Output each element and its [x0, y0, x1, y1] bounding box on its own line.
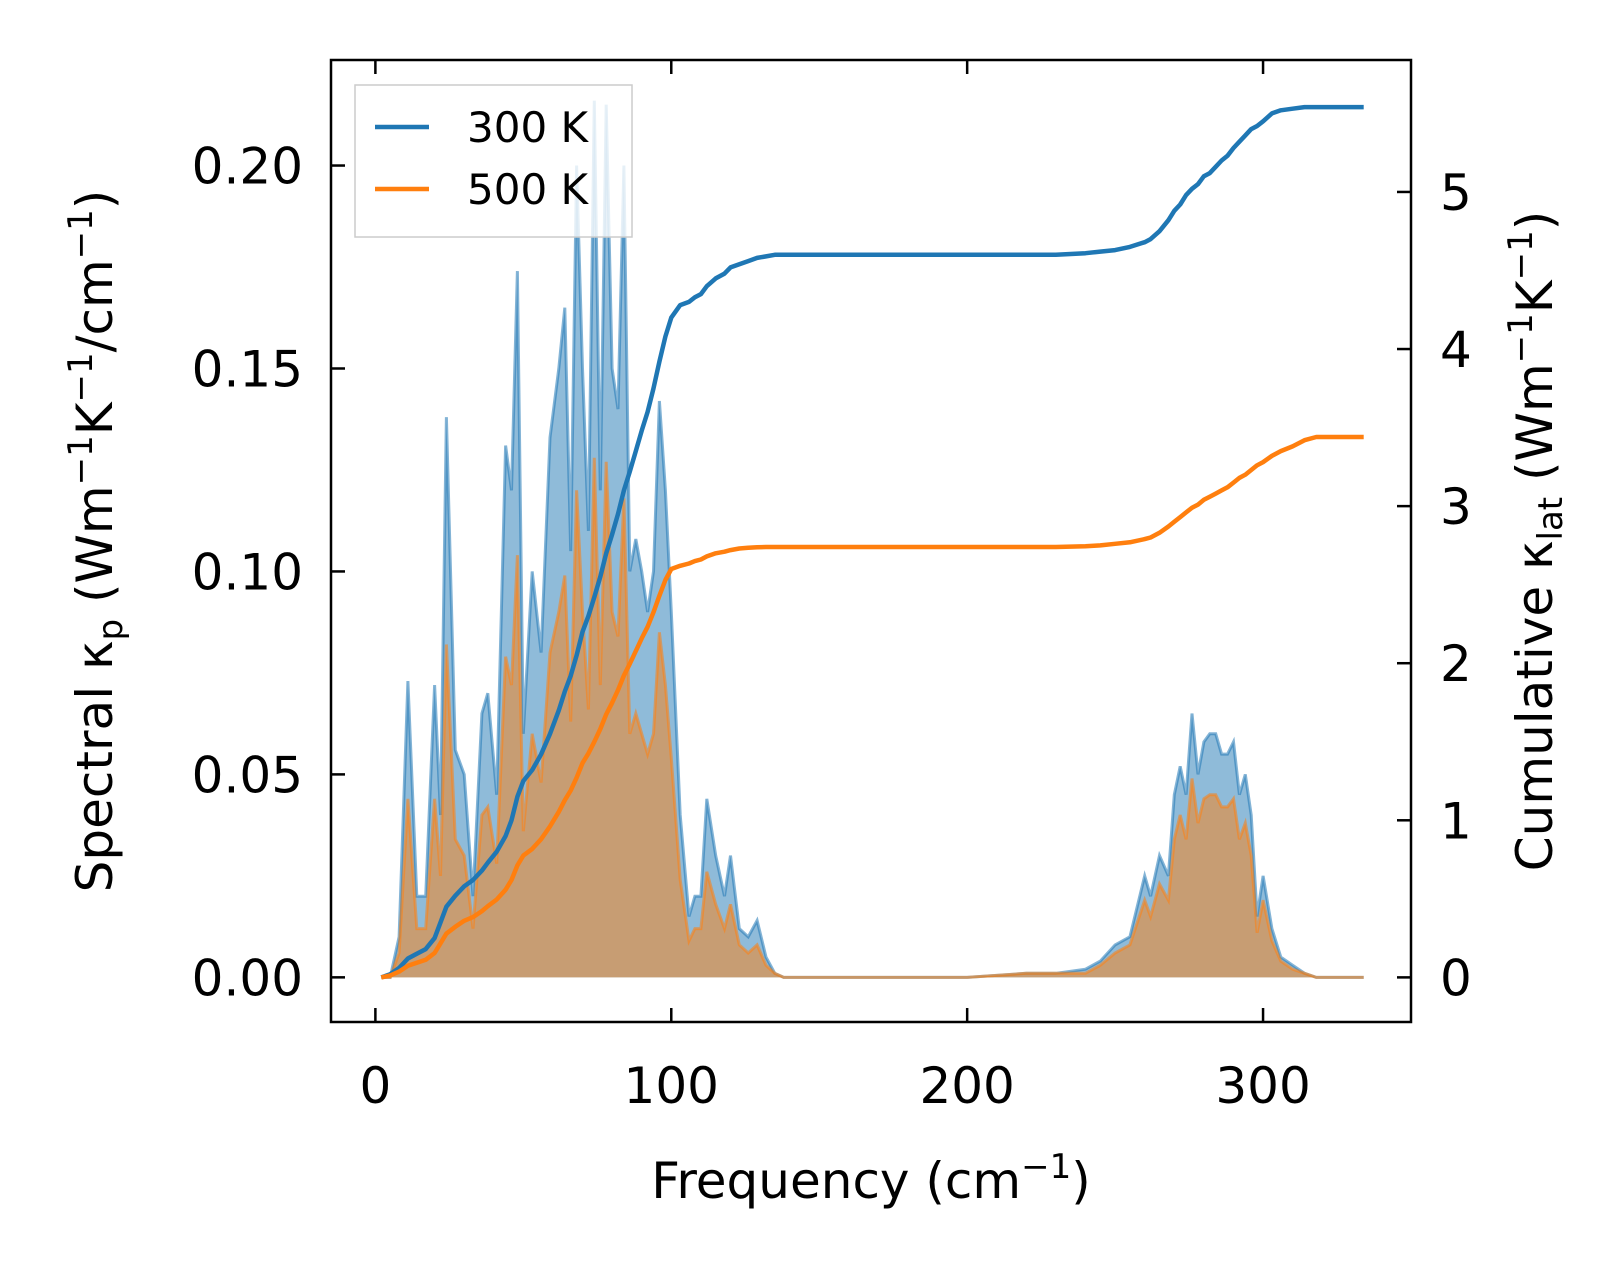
y-left-tick-label: 0.20 — [192, 138, 303, 196]
x-tick-label: 300 — [1215, 1057, 1310, 1115]
y-left-tick-label: 0.15 — [192, 340, 303, 398]
legend-label-300k: 300 K — [467, 103, 590, 152]
x-tick-label: 200 — [919, 1057, 1014, 1115]
plot-frame — [329, 58, 1413, 1024]
y-right-tick-label: 3 — [1440, 478, 1472, 536]
x-axis-title: Frequency (cm−1) — [651, 1147, 1091, 1210]
legend: 300 K 500 K — [354, 84, 633, 238]
cumulative-line-layer — [380, 104, 1364, 980]
y-left-tick-label: 0.10 — [192, 543, 303, 601]
legend-box — [354, 84, 633, 238]
y-left-tick-label: 0.05 — [192, 746, 303, 804]
y-right-axis-title: Cumulative κlat (Wm−1K−1) — [1501, 211, 1571, 871]
cumulative-line-300k — [380, 104, 1364, 980]
y-left-axis-title: Spectral κp (Wm−1K−1/cm−1) — [61, 190, 131, 893]
spectral-fill-layer — [381, 100, 1364, 979]
y-right-tick-label: 5 — [1440, 164, 1472, 222]
spectral-area-500k — [381, 457, 1364, 978]
cumulative-line-500k — [380, 434, 1364, 980]
y-right-tick-label: 1 — [1440, 792, 1472, 850]
y-right-tick-label: 2 — [1440, 635, 1472, 693]
y-left-tick-label: 0.00 — [192, 949, 303, 1007]
x-tick-label: 0 — [359, 1057, 391, 1115]
spectral-edge-300k — [381, 100, 1364, 979]
legend-label-500k: 500 K — [467, 165, 590, 214]
y-right-tick-label: 4 — [1440, 321, 1472, 379]
spectral-edge-500k — [381, 457, 1364, 979]
tick-layer: 0 100 200 300 0.00 0.05 0.10 0.15 0.20 0 1 2 3 4 5 — [192, 60, 1472, 1115]
x-tick-label: 100 — [624, 1057, 719, 1115]
y-right-tick-label: 0 — [1440, 949, 1472, 1007]
